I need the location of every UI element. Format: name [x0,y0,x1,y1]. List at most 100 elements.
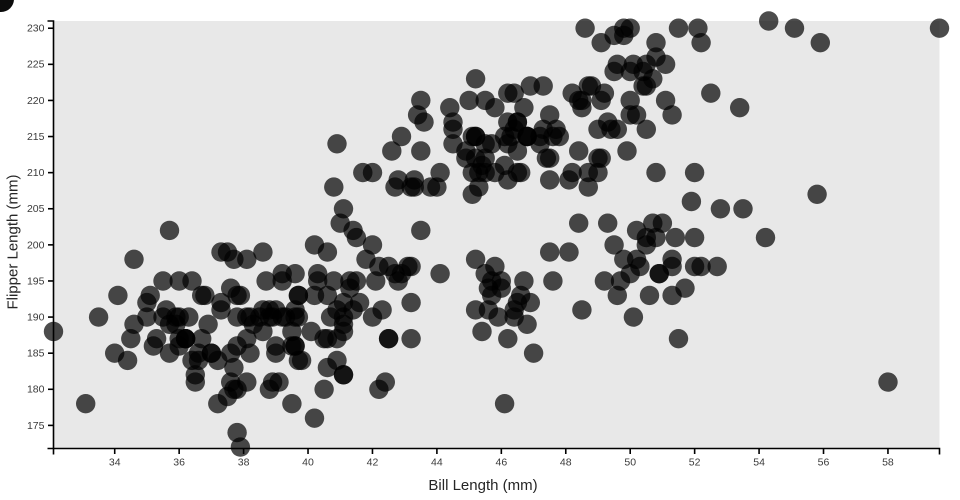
data-point [540,170,560,190]
data-point [511,162,531,183]
data-point [459,90,479,111]
data-point [655,54,676,74]
data-point [807,184,827,204]
data-point [710,199,731,219]
points-layer [43,11,950,457]
data-point [143,336,164,356]
data-point [217,242,238,262]
data-point [153,271,173,291]
data-point [304,408,325,428]
data-point [304,235,325,255]
data-point [514,271,534,291]
data-point [124,314,144,334]
data-point [237,329,257,349]
data-point [304,285,325,306]
data-point [636,119,656,139]
data-point [604,235,624,255]
data-point [224,357,244,378]
data-point [401,329,421,349]
data-point [401,292,421,313]
data-point [620,90,640,111]
y-tick-label: 180 [27,384,45,396]
data-point [504,300,524,320]
x-tick-label: 46 [495,457,507,469]
data-point [691,33,711,53]
data-point [188,350,209,371]
data-point [105,343,125,363]
data-point [581,76,602,96]
data-point [533,119,553,139]
data-point [707,256,727,277]
data-point [366,271,386,291]
data-point [159,343,180,363]
data-point [784,18,805,38]
data-point [523,343,544,363]
data-point [301,321,321,342]
data-point [591,90,611,111]
data-point [76,394,96,414]
x-tick-label: 50 [624,457,636,469]
data-point [169,329,189,349]
data-point [430,264,450,284]
data-point [159,220,180,241]
data-point [333,365,354,385]
data-point [391,126,412,147]
x-tick-label: 54 [753,457,765,469]
data-point [688,18,708,38]
data-point [520,76,540,96]
data-point [598,213,618,233]
data-point [668,329,689,349]
data-point [327,329,347,349]
data-point [488,307,508,327]
data-point [626,220,647,241]
x-tick-label: 42 [367,457,379,469]
x-axis-title: Bill Length (mm) [428,477,538,494]
data-point [404,177,424,197]
data-point [198,314,218,334]
data-point [253,242,273,262]
data-point [559,170,579,190]
data-point [494,394,515,414]
data-point [314,379,334,399]
data-point [465,148,486,168]
data-point [185,372,205,392]
data-point [385,177,405,197]
x-tick-label: 40 [302,457,314,469]
data-point [594,271,615,291]
data-point [411,90,431,111]
data-point [465,69,486,89]
data-point [285,264,305,284]
x-tick-label: 58 [882,457,894,469]
data-point [601,119,621,139]
data-point [498,134,518,154]
data-point [443,134,463,154]
data-point [575,18,595,38]
data-point [124,249,144,269]
x-tick-label: 48 [560,457,572,469]
data-point [169,271,189,291]
data-point [230,437,251,457]
data-point [266,343,286,363]
data-point [562,83,582,103]
data-point [88,307,109,327]
data-point [482,271,502,291]
data-point [240,343,260,363]
data-point [543,271,563,291]
data-point [878,372,898,392]
y-tick-label: 230 [27,23,45,35]
data-point [810,33,830,53]
data-point [520,292,540,313]
y-tick-label: 190 [27,311,45,323]
data-point [369,256,389,277]
data-point [572,300,592,320]
data-point [443,112,463,132]
data-point [572,98,592,118]
data-point [504,83,524,103]
data-point [227,285,247,306]
data-point [156,300,176,320]
data-point [623,307,644,327]
x-axis-spine [52,447,941,455]
data-point [411,220,431,241]
y-tick-label: 185 [27,348,45,360]
